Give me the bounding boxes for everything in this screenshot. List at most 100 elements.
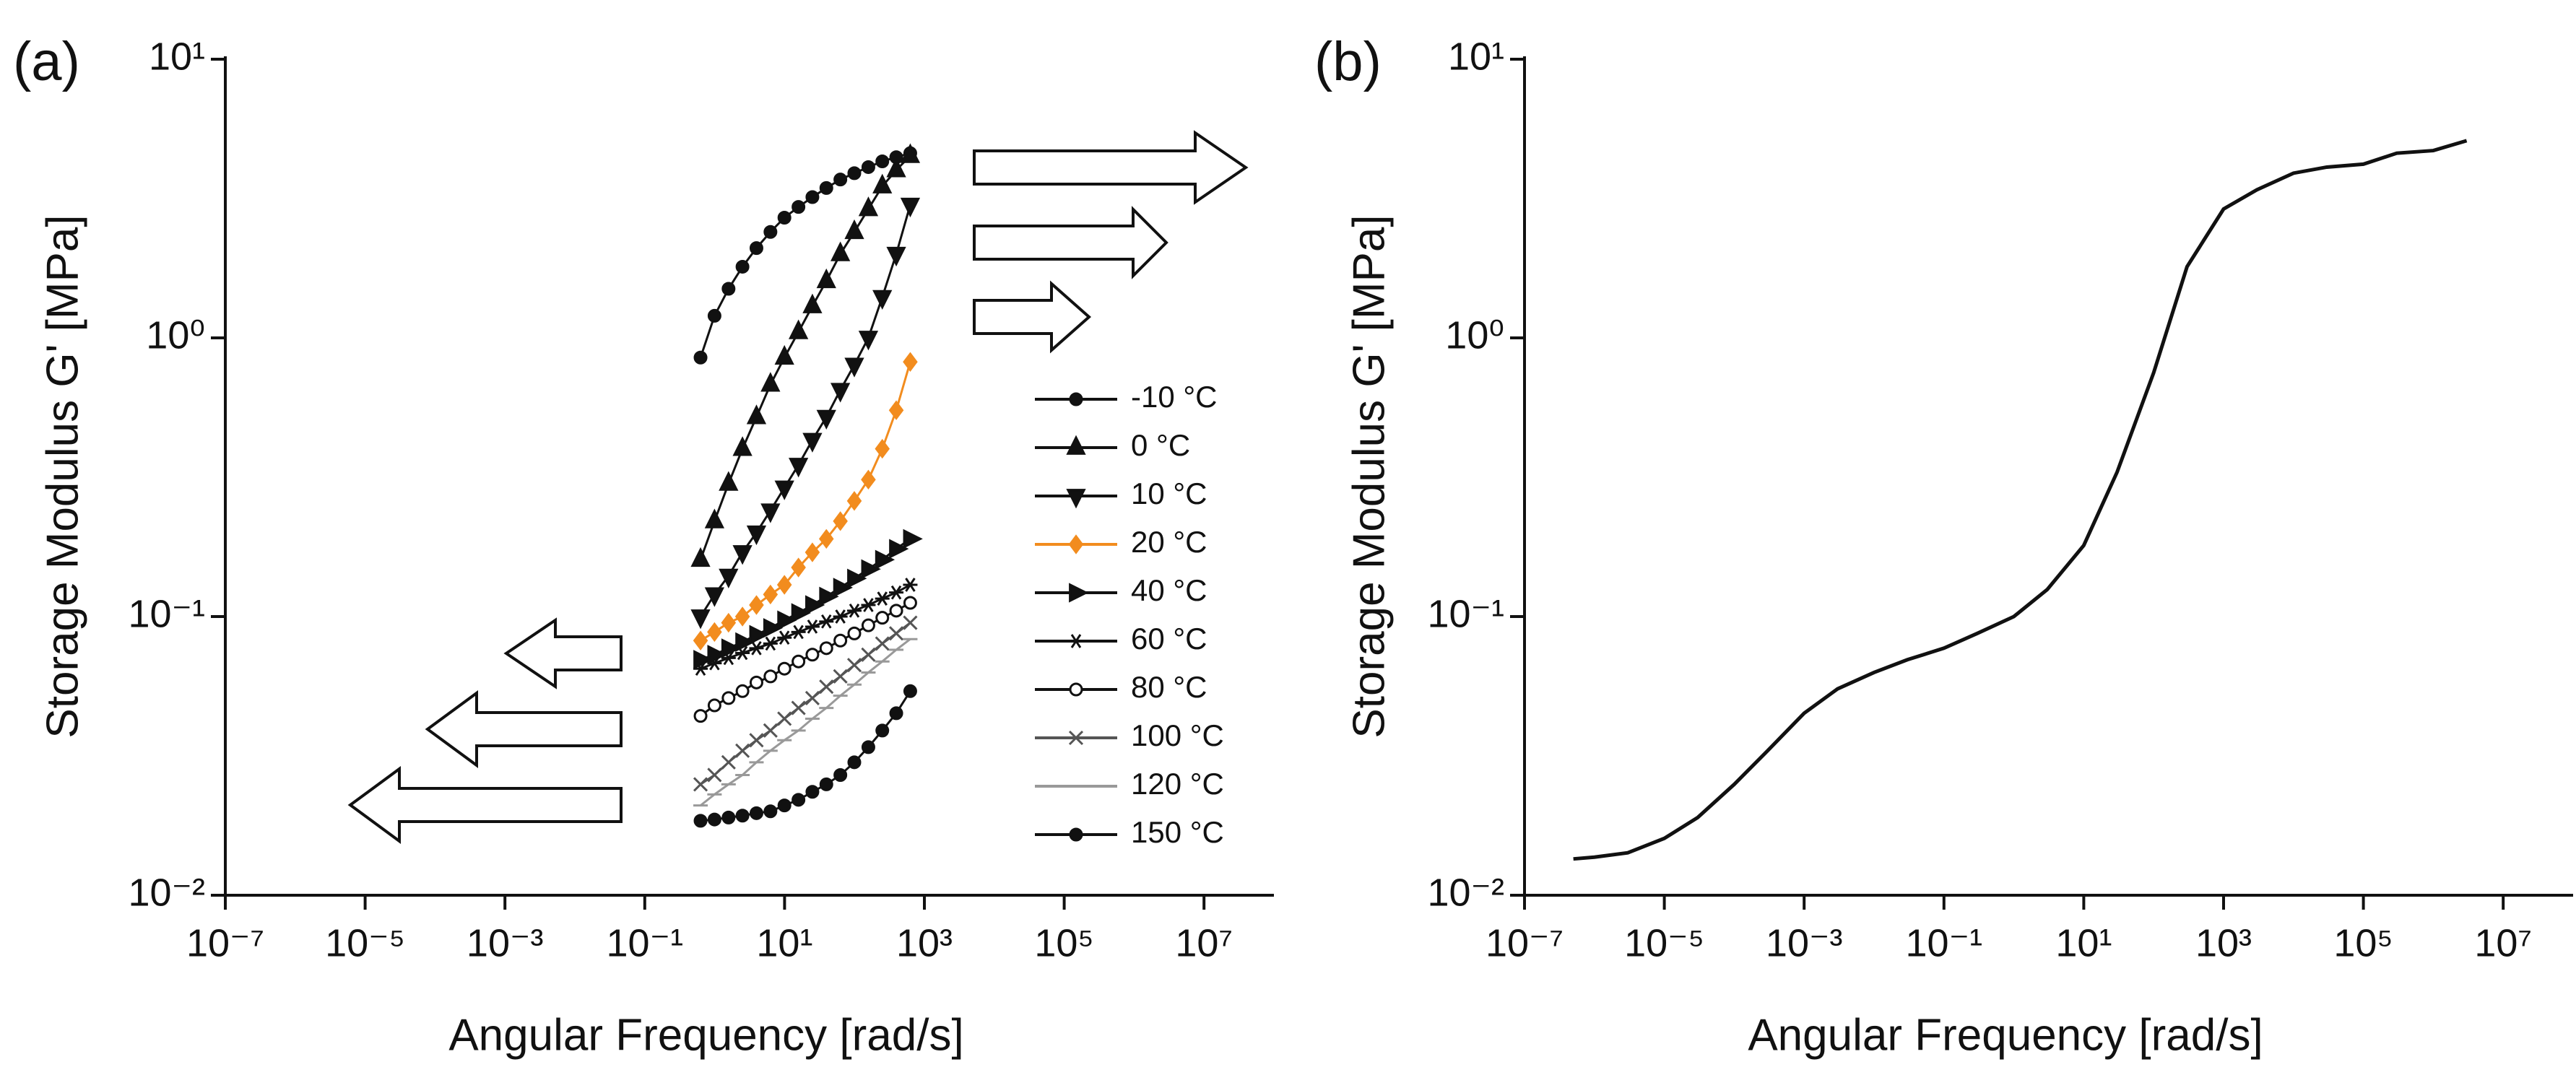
marker	[847, 568, 867, 588]
x-tick-label: 10⁻³	[467, 921, 544, 965]
x-axis-label: Angular Frequency [rad/s]	[1748, 1010, 2263, 1060]
marker	[805, 690, 820, 705]
marker	[774, 480, 794, 500]
marker	[721, 810, 736, 824]
marker	[833, 578, 853, 598]
x-axis-label: Angular Frequency [rad/s]	[448, 1010, 963, 1060]
marker	[763, 225, 778, 239]
marker	[749, 624, 769, 645]
marker	[721, 754, 736, 770]
marker	[805, 648, 820, 662]
marker	[760, 372, 781, 392]
x-tick-label: 10⁻¹	[1906, 921, 1983, 965]
marker	[889, 539, 909, 559]
marker	[707, 698, 721, 713]
x-tick-label: 10⁻¹	[607, 921, 684, 965]
marker	[861, 598, 876, 612]
marker	[833, 767, 848, 782]
marker	[791, 557, 806, 578]
legend-marker	[1068, 730, 1084, 746]
marker	[791, 603, 811, 623]
marker	[774, 344, 794, 365]
y-axis-label: Storage Modulus G' [MPa]	[1344, 214, 1394, 738]
y-tick-label: 10¹	[149, 35, 205, 78]
marker	[735, 632, 755, 652]
marker	[875, 591, 890, 606]
marker	[789, 458, 809, 478]
marker	[888, 626, 904, 641]
marker	[819, 777, 833, 791]
marker	[721, 638, 742, 658]
marker	[690, 609, 711, 630]
marker	[903, 352, 918, 372]
marker	[872, 290, 893, 310]
marker	[760, 503, 781, 523]
panel-label: (b)	[1314, 31, 1382, 92]
marker	[776, 575, 792, 595]
y-tick-label: 10⁻¹	[128, 592, 205, 635]
marker	[802, 293, 823, 313]
legend-marker	[1069, 634, 1083, 648]
marker	[903, 684, 917, 698]
series-line	[1573, 139, 2468, 861]
shift-arrow	[503, 617, 623, 689]
legend-marker	[1066, 435, 1086, 455]
marker	[903, 528, 923, 549]
series-line	[700, 601, 911, 717]
marker	[805, 542, 820, 562]
marker	[818, 528, 834, 549]
y-tick-label: 10⁰	[1445, 313, 1504, 357]
marker	[858, 196, 879, 217]
marker	[789, 319, 809, 339]
marker	[749, 241, 763, 256]
marker	[889, 706, 903, 721]
marker	[721, 691, 736, 705]
marker	[846, 603, 862, 618]
marker	[777, 630, 792, 645]
legend-marker	[1069, 682, 1083, 697]
marker	[875, 154, 890, 168]
x-tick-label: 10³	[2195, 921, 2252, 965]
marker	[875, 611, 890, 625]
marker	[805, 595, 825, 615]
marker	[833, 511, 848, 531]
shift-arrow	[425, 690, 623, 768]
x-tick-label: 10¹	[756, 921, 812, 965]
marker	[858, 331, 879, 351]
marker	[805, 785, 820, 799]
shift-arrow	[973, 280, 1092, 354]
marker	[886, 246, 906, 267]
marker	[721, 612, 737, 633]
marker	[693, 777, 708, 792]
marker	[746, 525, 767, 546]
y-tick-label: 10⁰	[146, 313, 205, 357]
marker	[690, 547, 711, 567]
y-tick-label: 10¹	[1448, 35, 1504, 78]
marker	[735, 743, 750, 758]
marker	[749, 675, 763, 689]
marker	[819, 641, 833, 656]
marker	[875, 723, 890, 738]
marker	[693, 709, 708, 723]
legend-label: 40 °C	[1131, 573, 1207, 607]
marker	[735, 684, 750, 698]
marker	[802, 432, 823, 453]
marker	[889, 585, 904, 600]
legend-label: 120 °C	[1131, 767, 1224, 801]
x-tick-label: 10⁵	[2333, 921, 2393, 965]
x-tick-label: 10³	[896, 921, 953, 965]
y-tick-label: 10⁻¹	[1427, 592, 1504, 635]
marker	[900, 143, 921, 163]
marker	[805, 190, 820, 204]
legend-label: 0 °C	[1131, 428, 1190, 462]
legend-label: 10 °C	[1131, 476, 1207, 510]
marker	[763, 669, 778, 684]
shift-arrow	[347, 766, 623, 844]
marker	[846, 491, 862, 511]
marker	[819, 614, 834, 629]
marker	[777, 210, 792, 225]
marker	[777, 610, 797, 630]
marker	[693, 350, 708, 365]
marker	[721, 282, 736, 296]
marker	[833, 633, 848, 648]
